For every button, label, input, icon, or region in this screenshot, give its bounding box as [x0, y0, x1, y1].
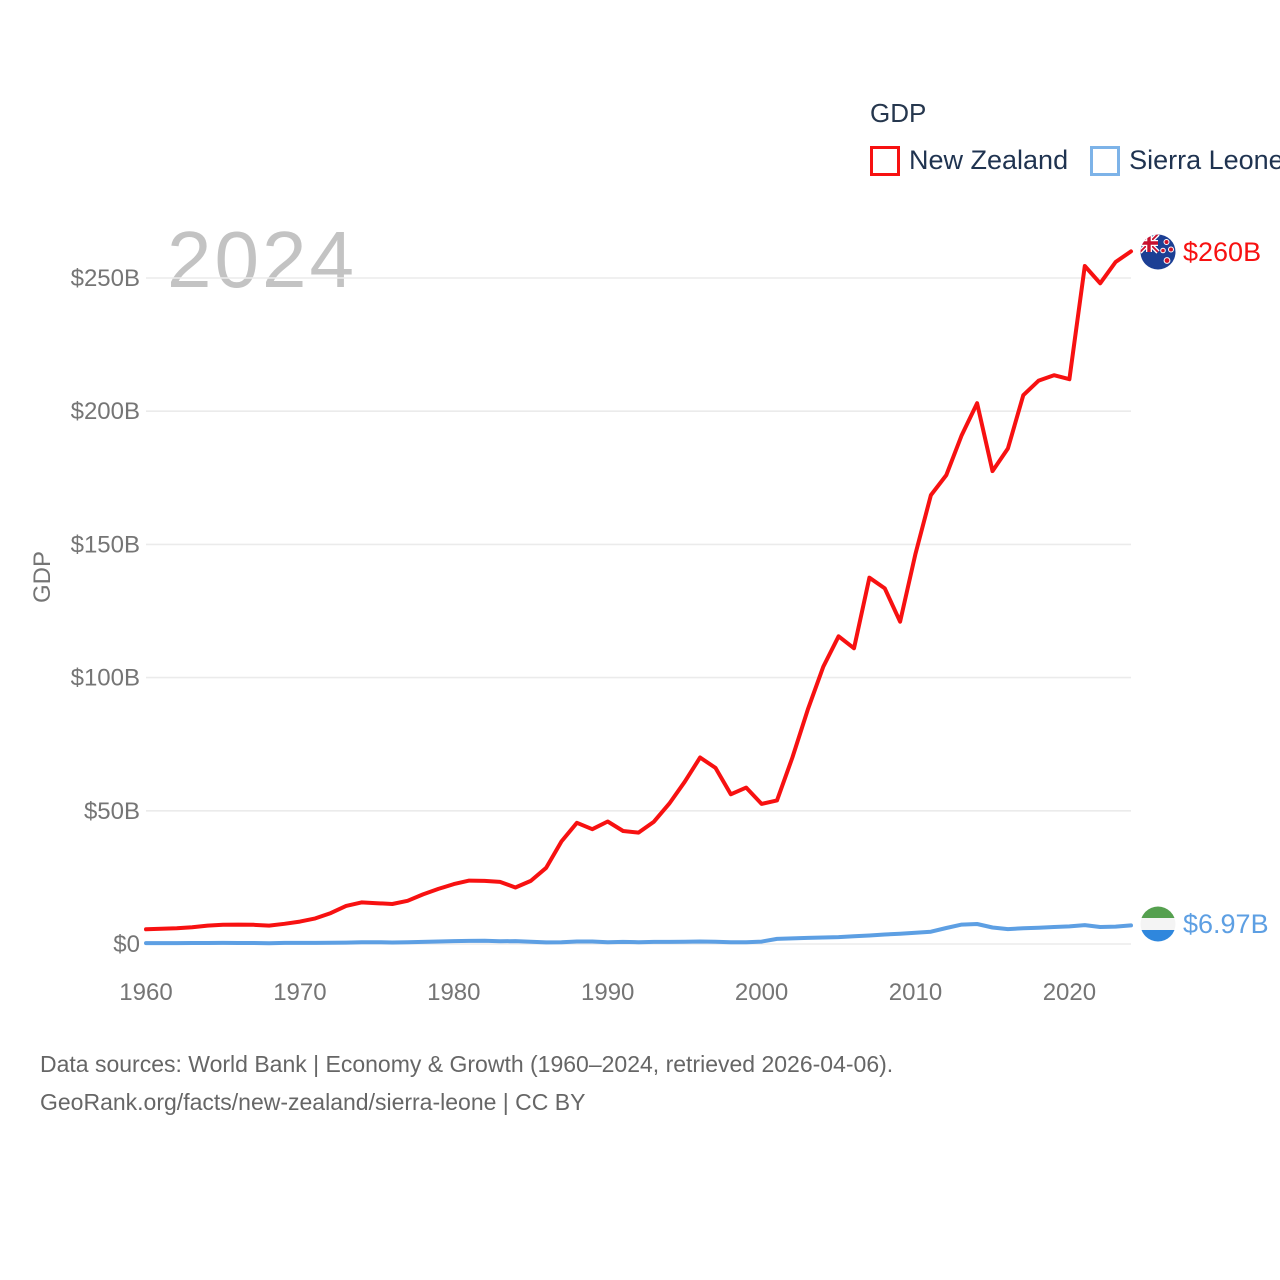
y-axis-tick-label: $50B — [84, 798, 140, 825]
x-axis-tick-label: 2010 — [889, 979, 942, 1006]
year-watermark: 2024 — [167, 215, 357, 304]
x-axis-tick-label: 2000 — [735, 979, 788, 1006]
x-axis-tick-label: 2020 — [1043, 979, 1096, 1006]
footer-attribution: GeoRank.org/facts/new-zealand/sierra-leo… — [40, 1088, 586, 1115]
y-axis-title: GDP — [29, 551, 56, 603]
y-axis-tick-label: $150B — [71, 531, 140, 558]
y-axis-tick-label: $200B — [71, 398, 140, 425]
legend-title: GDP — [870, 98, 927, 128]
x-axis-tick-label: 1990 — [581, 979, 634, 1006]
x-axis-tick-label: 1960 — [119, 979, 172, 1006]
legend-item-sierra-leone[interactable]: Sierra Leone — [1090, 145, 1280, 176]
footer-data-sources: Data sources: World Bank | Economy & Gro… — [40, 1051, 894, 1077]
legend: GDP New Zealand Sierra Leone — [870, 98, 1280, 176]
legend-item-label: New Zealand — [909, 145, 1069, 175]
legend-swatch-icon — [870, 145, 900, 176]
new-zealand-end-value: $260B — [1183, 236, 1262, 267]
y-axis-tick-label: $250B — [71, 265, 140, 292]
x-axis-tick-label: 1980 — [427, 979, 480, 1006]
new-zealand-flag-icon — [1140, 234, 1176, 270]
series-line-sierra-leone — [144, 922, 1133, 946]
sierra-leone-end-value: $6.97B — [1183, 908, 1269, 939]
sierra-leone-flag-icon — [1140, 906, 1176, 942]
legend-items: New Zealand Sierra Leone — [870, 145, 1280, 176]
footer: Data sources: World Bank | Economy & Gro… — [40, 1046, 893, 1122]
legend-item-label: Sierra Leone — [1129, 145, 1280, 175]
new-zealand-end-marker: $260B — [1140, 234, 1261, 270]
sierra-leone-end-marker: $6.97B — [1140, 906, 1269, 942]
series-line-new-zealand — [144, 249, 1133, 932]
x-axis-tick-label: 1970 — [273, 979, 326, 1006]
y-axis-tick-label: $100B — [71, 665, 140, 692]
legend-item-new-zealand[interactable]: New Zealand — [870, 145, 1068, 176]
y-axis-tick-label: $0 — [113, 931, 140, 958]
legend-swatch-icon — [1090, 145, 1121, 176]
